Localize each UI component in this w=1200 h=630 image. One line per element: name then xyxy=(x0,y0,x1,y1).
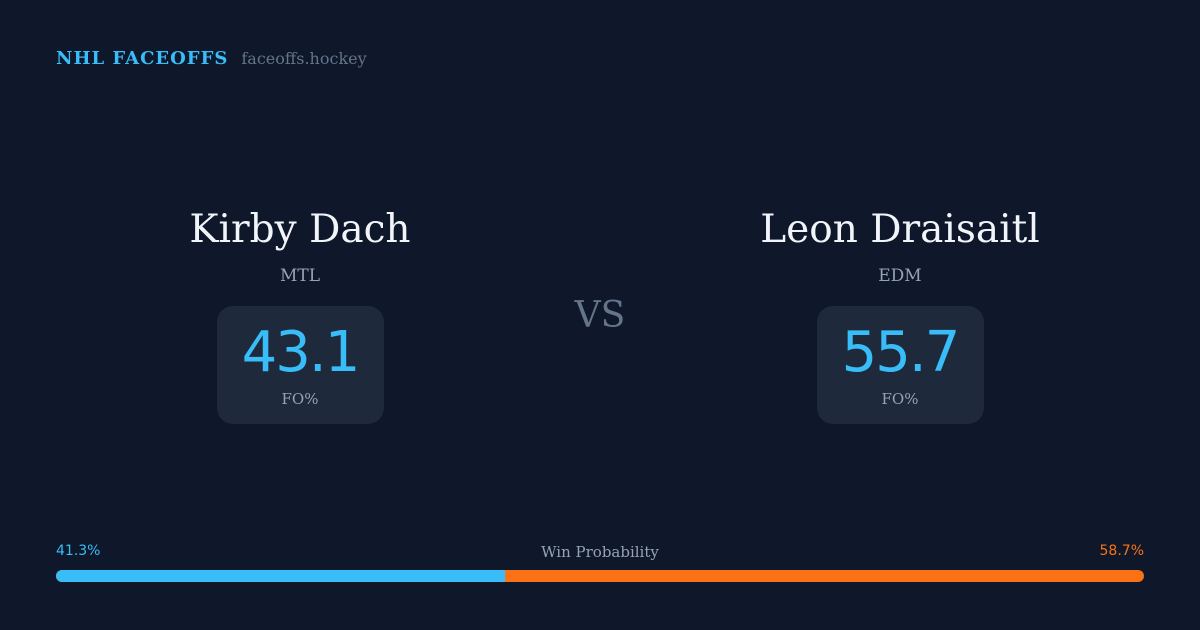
brand-name: NHL FACEOFFS xyxy=(56,48,229,69)
brand-url: faceoffs.hockey xyxy=(241,49,367,68)
win-probability-labels: Win Probability 41.3% 58.7% xyxy=(56,543,1144,563)
left-win-probability: 41.3% xyxy=(56,543,101,559)
player-team: EDM xyxy=(878,266,922,286)
vs-label: VS xyxy=(574,295,626,336)
player-team: MTL xyxy=(279,266,321,286)
faceoff-stat-card: 55.7 FO% xyxy=(816,306,984,424)
faceoff-percentage: 43.1 xyxy=(241,320,361,385)
faceoff-label: FO% xyxy=(881,390,919,408)
player-name: Kirby Dach xyxy=(189,207,411,252)
player-right: Leon Draisaitl EDM 55.7 FO% xyxy=(700,205,1100,424)
win-probability-left-fill xyxy=(56,570,506,582)
brand-header: NHL FACEOFFS faceoffs.hockey xyxy=(56,48,367,69)
right-win-probability: 58.7% xyxy=(1099,543,1144,559)
faceoff-stat-card: 43.1 FO% xyxy=(216,306,384,424)
win-probability-bar xyxy=(56,570,1144,582)
faceoff-label: FO% xyxy=(281,390,319,408)
player-left: Kirby Dach MTL 43.1 FO% xyxy=(100,205,500,424)
win-probability-title: Win Probability xyxy=(541,543,659,561)
faceoff-percentage: 55.7 xyxy=(841,320,961,385)
player-name: Leon Draisaitl xyxy=(760,207,1040,252)
